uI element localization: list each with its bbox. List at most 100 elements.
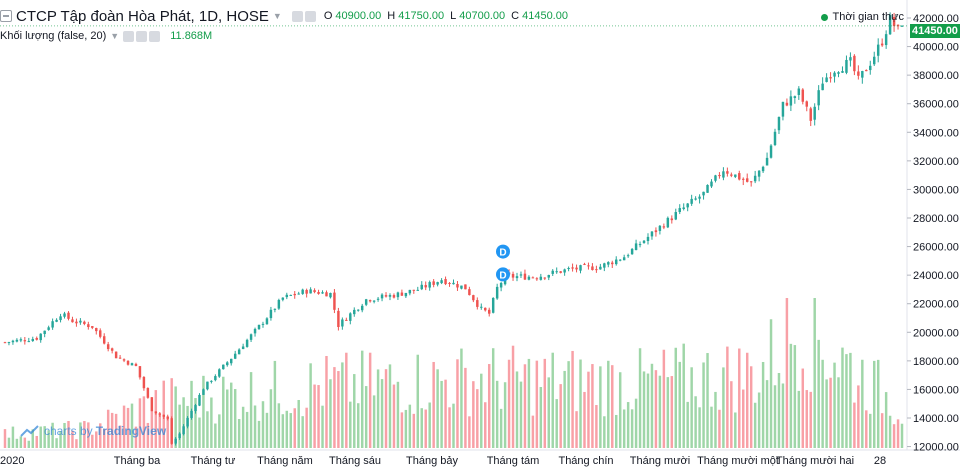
volume-value: 11.868M — [170, 30, 213, 42]
volume-bar — [694, 396, 697, 448]
volume-bar — [444, 379, 447, 448]
candle-body — [638, 244, 642, 246]
volume-bar — [484, 402, 487, 448]
candle-body — [753, 175, 757, 182]
volume-bar — [769, 319, 773, 448]
collapse-icon[interactable] — [0, 10, 12, 22]
volume-bar — [714, 391, 717, 448]
candle-body — [329, 292, 332, 298]
volume-bar — [622, 409, 626, 448]
tradingview-watermark[interactable]: charts by TradingView — [18, 424, 166, 438]
candle-body — [237, 349, 241, 355]
x-tick-label: 28 — [874, 455, 886, 467]
volume-bar — [519, 381, 523, 448]
candle-body — [527, 276, 531, 280]
low-label: L — [450, 10, 457, 22]
candle-body — [888, 14, 892, 35]
volume-bar — [869, 413, 872, 448]
candle-body — [134, 363, 138, 366]
volume-bar — [785, 298, 789, 448]
settings-icon[interactable] — [136, 30, 148, 42]
candle-body — [773, 131, 777, 145]
x-tick-label: Tháng mười hai — [776, 455, 854, 467]
volume-bar — [543, 358, 547, 448]
candle-body — [813, 106, 816, 120]
candle-body — [349, 313, 352, 321]
candle-body — [650, 231, 654, 237]
candle-body — [357, 309, 360, 311]
volume-bar — [753, 402, 757, 448]
volume-bar — [424, 409, 427, 448]
candle-body — [515, 276, 519, 279]
volume-bar — [412, 413, 416, 448]
candle-body — [642, 240, 646, 243]
volume-title[interactable]: Khối lượng (false, 20) — [0, 30, 107, 42]
candle-body — [249, 334, 253, 340]
candle-body — [384, 295, 388, 297]
symbol-title[interactable]: CTCP Tập đoàn Hòa Phát, 1D, HOSE — [16, 7, 269, 25]
chevron-down-icon[interactable]: ▼ — [272, 11, 282, 21]
candle-body — [110, 348, 114, 351]
candle-body — [884, 34, 888, 46]
candle-body — [611, 262, 614, 265]
volume-bar — [102, 428, 106, 448]
candle-body — [102, 336, 106, 344]
open-value: 40900.00 — [335, 10, 382, 22]
volume-bar — [420, 408, 423, 448]
volume-bar — [134, 426, 138, 448]
candle-body — [765, 157, 769, 166]
volume-bar — [472, 381, 475, 448]
candle-body — [440, 280, 443, 284]
volume-bar — [583, 391, 586, 448]
candle-body — [432, 281, 435, 285]
settings-icon[interactable] — [304, 10, 316, 22]
volume-bar — [690, 367, 693, 448]
candle-body — [325, 292, 328, 297]
candle-body — [495, 286, 499, 299]
candle-body — [523, 273, 527, 280]
volume-bar — [642, 371, 646, 448]
candle-body — [301, 289, 304, 294]
candle-body — [293, 293, 296, 296]
y-tick-label: 26000.00 — [913, 242, 959, 254]
volume-bar — [241, 406, 245, 448]
candle-body — [39, 333, 42, 341]
candle-body — [896, 24, 900, 27]
volume-bar — [515, 371, 519, 448]
close-icon[interactable] — [149, 30, 161, 42]
candle-body — [269, 309, 273, 319]
volume-bar — [841, 347, 844, 448]
volume-bar — [114, 413, 118, 448]
candle-body — [174, 438, 177, 444]
volume-bar — [650, 363, 654, 448]
eye-icon[interactable] — [123, 30, 135, 42]
chevron-down-icon[interactable]: ▼ — [110, 31, 120, 41]
candle-body — [122, 359, 126, 361]
volume-bar — [357, 403, 360, 448]
volume-bar — [337, 371, 340, 448]
candle-body — [670, 218, 674, 221]
candle-body — [618, 259, 622, 261]
candle-body — [218, 369, 221, 377]
volume-bar — [432, 361, 435, 448]
x-tick-label: Tháng mười — [630, 455, 690, 467]
x-tick-label: Tháng bảy — [406, 455, 458, 467]
volume-bar — [738, 348, 741, 448]
chart-header: CTCP Tập đoàn Hòa Phát, 1D, HOSE ▼ O 409… — [0, 6, 568, 26]
watermark-prefix: charts by — [44, 424, 93, 438]
candle-body — [543, 277, 547, 279]
volume-bar — [896, 419, 900, 448]
volume-bar — [857, 385, 860, 448]
volume-bar — [146, 422, 150, 448]
eye-icon[interactable] — [291, 10, 303, 22]
y-tick-label: 22000.00 — [913, 299, 959, 311]
volume-bar — [317, 385, 320, 448]
volume-bar — [360, 350, 364, 448]
dividend-marker-label: D — [499, 248, 506, 259]
volume-bar — [218, 414, 221, 448]
candle-body — [702, 191, 705, 196]
volume-bar — [396, 381, 400, 448]
volume-bar — [615, 414, 618, 448]
candle-body — [468, 289, 471, 296]
